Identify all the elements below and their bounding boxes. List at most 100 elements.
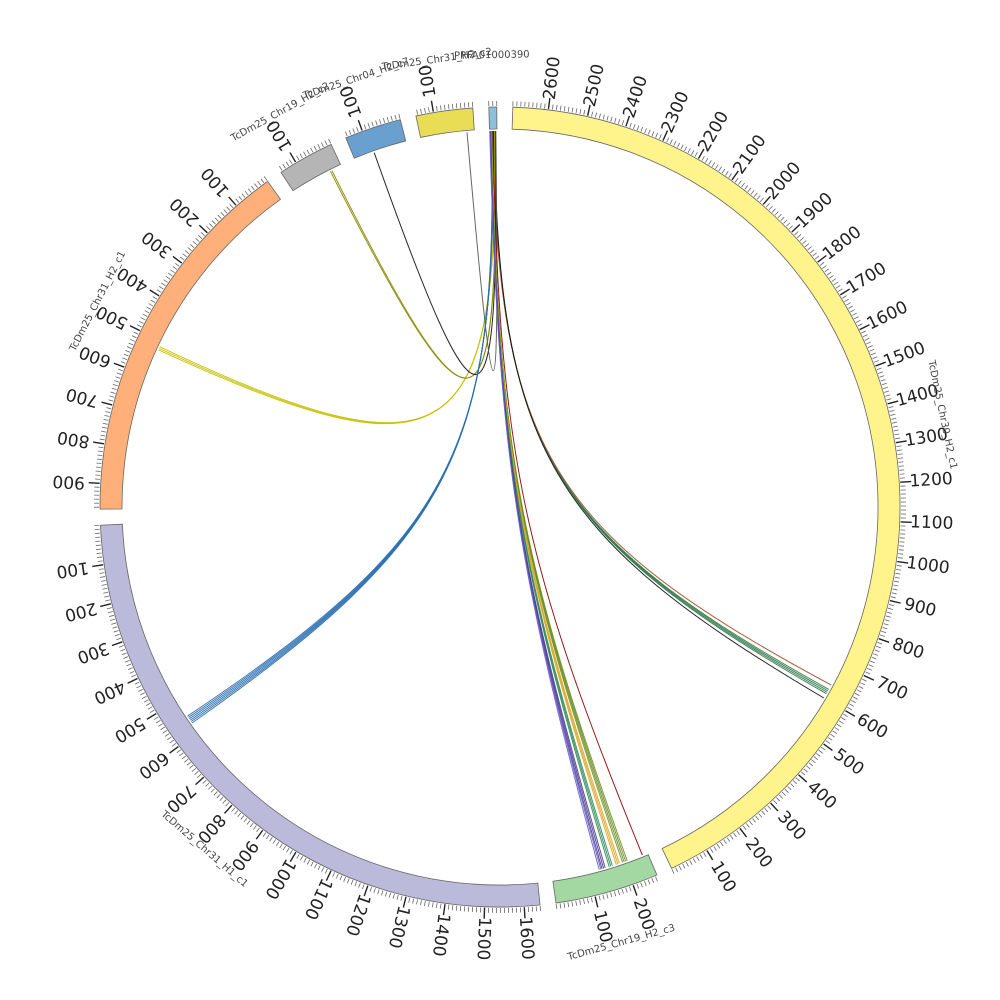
- tick-minor: [229, 203, 234, 209]
- tick-minor: [424, 900, 426, 906]
- tick-label: 800: [889, 634, 926, 664]
- tick-minor: [217, 214, 222, 219]
- tick-minor: [895, 572, 901, 575]
- tick-minor: [98, 446, 104, 449]
- tick-minor: [884, 619, 890, 622]
- tick-minor: [396, 894, 399, 900]
- tick-major: [823, 743, 833, 751]
- link: [492, 131, 643, 856]
- tick-minor: [822, 265, 827, 269]
- tick-minor: [892, 588, 898, 591]
- tick-minor: [896, 449, 903, 451]
- tick-label: 2000: [762, 158, 805, 204]
- tick-minor: [677, 142, 680, 148]
- tick-minor: [862, 678, 867, 682]
- tick-minor: [765, 203, 770, 208]
- tick-minor: [784, 788, 789, 794]
- tick-minor: [386, 116, 389, 122]
- tick-label: 600: [135, 747, 173, 782]
- tick-minor: [882, 626, 888, 630]
- tick-minor: [871, 656, 877, 660]
- tick-minor: [296, 853, 300, 859]
- tick-minor: [279, 843, 283, 849]
- segment-band-PRFA: [488, 106, 498, 130]
- tick-major: [594, 896, 599, 908]
- tick-minor: [849, 703, 854, 707]
- tick-minor: [728, 173, 732, 178]
- tick-minor: [881, 382, 887, 386]
- tick-minor: [455, 905, 458, 911]
- tick-minor: [269, 836, 273, 842]
- tick-minor: [691, 150, 695, 155]
- tick-minor: [711, 162, 716, 167]
- tick-minor: [172, 266, 178, 270]
- tick-minor: [225, 802, 230, 807]
- tick-minor: [243, 817, 248, 823]
- tick-minor: [759, 197, 764, 203]
- tick-minor: [847, 706, 852, 711]
- tick-minor: [571, 107, 574, 113]
- tick-major: [523, 907, 526, 919]
- tick-minor: [879, 634, 885, 637]
- tick-minor: [886, 611, 892, 614]
- tick-minor: [390, 115, 393, 121]
- tick-label: 2600: [540, 55, 565, 100]
- tick-minor: [684, 146, 688, 152]
- tick-minor: [382, 118, 386, 124]
- tick-minor: [897, 557, 903, 559]
- tick-minor: [147, 706, 153, 710]
- tick-minor: [752, 818, 756, 823]
- tick-minor: [583, 109, 586, 115]
- tick-minor: [842, 295, 847, 299]
- tick-minor: [685, 861, 689, 867]
- tick-minor: [651, 131, 655, 137]
- tick-minor: [804, 243, 810, 248]
- tick-minor: [161, 282, 166, 287]
- tick-minor: [814, 255, 820, 260]
- tick-minor: [126, 663, 132, 667]
- tick-minor: [231, 807, 236, 812]
- tick-minor: [699, 854, 703, 860]
- tick-major: [88, 481, 100, 485]
- tick-major: [129, 325, 141, 332]
- tick-minor: [809, 249, 815, 254]
- tick-minor: [729, 835, 734, 840]
- tick-minor: [629, 122, 632, 128]
- tick-minor: [384, 891, 388, 897]
- tick-minor: [776, 797, 781, 802]
- tick-major: [878, 638, 890, 643]
- tick-minor: [853, 696, 858, 700]
- segment-label-chr31h1: TcDm25_Chr31_H1_c1: [158, 808, 250, 890]
- tick-minor: [898, 553, 904, 555]
- tick-label: 300: [773, 807, 810, 844]
- tick-minor: [846, 302, 851, 306]
- tick-minor: [165, 276, 171, 280]
- tick-major: [817, 254, 827, 263]
- tick-minor: [388, 892, 391, 898]
- tick-minor: [636, 125, 640, 131]
- tick-minor: [97, 556, 103, 558]
- tick-minor: [265, 834, 270, 840]
- tick-minor: [896, 445, 902, 448]
- tick-label: 1000: [260, 855, 299, 902]
- tick-minor: [150, 299, 156, 303]
- tick-minor: [306, 149, 310, 155]
- tick-minor: [633, 124, 636, 129]
- tick-minor: [896, 565, 902, 567]
- tick-minor: [794, 231, 799, 236]
- tick-major: [198, 224, 208, 234]
- tick-minor: [894, 433, 900, 436]
- tick-minor: [892, 421, 898, 424]
- tick-minor: [567, 106, 570, 112]
- tick-minor: [889, 409, 895, 412]
- tick-minor: [107, 611, 113, 614]
- tick-minor: [715, 164, 719, 170]
- tick-minor: [310, 861, 314, 867]
- tick-minor: [207, 785, 213, 790]
- tick-minor: [575, 108, 578, 114]
- tick-minor: [875, 645, 881, 649]
- tick-minor: [282, 845, 287, 851]
- tick-minor: [455, 103, 458, 109]
- tick-minor: [148, 303, 154, 307]
- tick-major: [863, 674, 875, 681]
